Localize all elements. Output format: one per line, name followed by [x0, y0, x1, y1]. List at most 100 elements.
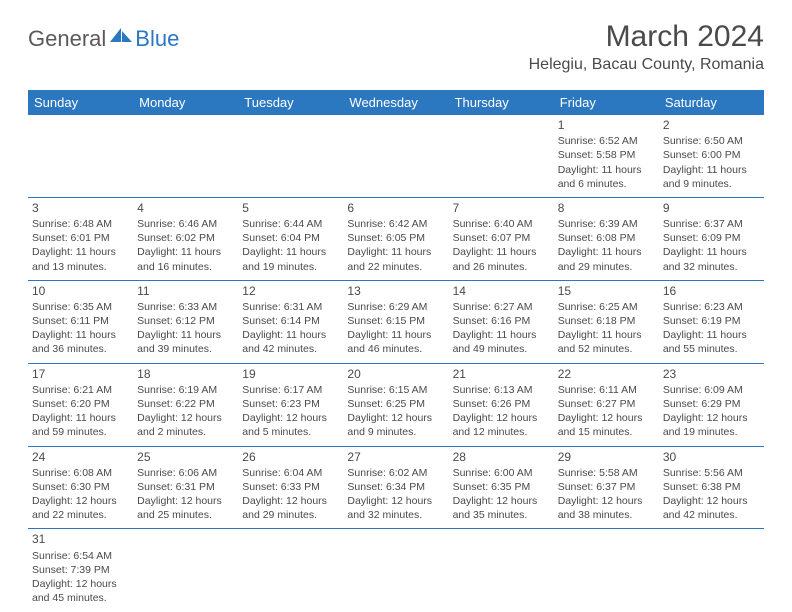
sunset-text: Sunset: 7:39 PM — [32, 563, 129, 577]
day-number: 8 — [558, 200, 655, 216]
sunset-text: Sunset: 6:11 PM — [32, 314, 129, 328]
calendar-day-cell: 17Sunrise: 6:21 AMSunset: 6:20 PMDayligh… — [28, 363, 133, 446]
sunset-text: Sunset: 6:33 PM — [242, 480, 339, 494]
sunset-text: Sunset: 6:35 PM — [453, 480, 550, 494]
day-number: 20 — [347, 366, 444, 382]
day-data: Sunrise: 5:58 AMSunset: 6:37 PMDaylight:… — [558, 466, 655, 523]
weekday-header: Friday — [554, 90, 659, 115]
calendar-day-cell: 9Sunrise: 6:37 AMSunset: 6:09 PMDaylight… — [659, 197, 764, 280]
calendar-day-cell: 25Sunrise: 6:06 AMSunset: 6:31 PMDayligh… — [133, 446, 238, 529]
sunrise-text: Sunrise: 5:58 AM — [558, 466, 655, 480]
day-number: 12 — [242, 283, 339, 299]
sunset-text: Sunset: 6:19 PM — [663, 314, 760, 328]
day-number: 10 — [32, 283, 129, 299]
day-data: Sunrise: 6:33 AMSunset: 6:12 PMDaylight:… — [137, 300, 234, 357]
daylight-text: Daylight: 12 hours and 5 minutes. — [242, 411, 339, 439]
day-number: 30 — [663, 449, 760, 465]
calendar-table: SundayMondayTuesdayWednesdayThursdayFrid… — [28, 90, 764, 611]
day-number: 26 — [242, 449, 339, 465]
day-number: 5 — [242, 200, 339, 216]
sunrise-text: Sunrise: 6:37 AM — [663, 217, 760, 231]
day-number: 6 — [347, 200, 444, 216]
sunset-text: Sunset: 6:38 PM — [663, 480, 760, 494]
calendar-day-cell: 5Sunrise: 6:44 AMSunset: 6:04 PMDaylight… — [238, 197, 343, 280]
day-number: 1 — [558, 117, 655, 133]
calendar-day-cell: 10Sunrise: 6:35 AMSunset: 6:11 PMDayligh… — [28, 280, 133, 363]
day-number: 15 — [558, 283, 655, 299]
day-data: Sunrise: 6:17 AMSunset: 6:23 PMDaylight:… — [242, 383, 339, 440]
title-block: March 2024 Helegiu, Bacau County, Romani… — [529, 20, 764, 82]
day-data: Sunrise: 6:11 AMSunset: 6:27 PMDaylight:… — [558, 383, 655, 440]
daylight-text: Daylight: 11 hours and 49 minutes. — [453, 328, 550, 356]
weekday-header: Sunday — [28, 90, 133, 115]
calendar-day-cell: 29Sunrise: 5:58 AMSunset: 6:37 PMDayligh… — [554, 446, 659, 529]
sunset-text: Sunset: 6:12 PM — [137, 314, 234, 328]
calendar-week-row: 1Sunrise: 6:52 AMSunset: 5:58 PMDaylight… — [28, 115, 764, 197]
weekday-header-row: SundayMondayTuesdayWednesdayThursdayFrid… — [28, 90, 764, 115]
sunrise-text: Sunrise: 6:21 AM — [32, 383, 129, 397]
sunrise-text: Sunrise: 6:09 AM — [663, 383, 760, 397]
sunrise-text: Sunrise: 6:00 AM — [453, 466, 550, 480]
day-data: Sunrise: 6:04 AMSunset: 6:33 PMDaylight:… — [242, 466, 339, 523]
sunrise-text: Sunrise: 6:17 AM — [242, 383, 339, 397]
day-number: 9 — [663, 200, 760, 216]
sunset-text: Sunset: 6:16 PM — [453, 314, 550, 328]
daylight-text: Daylight: 12 hours and 38 minutes. — [558, 494, 655, 522]
sunset-text: Sunset: 6:25 PM — [347, 397, 444, 411]
daylight-text: Daylight: 11 hours and 19 minutes. — [242, 245, 339, 273]
calendar-day-cell: 13Sunrise: 6:29 AMSunset: 6:15 PMDayligh… — [343, 280, 448, 363]
sunrise-text: Sunrise: 6:19 AM — [137, 383, 234, 397]
sunrise-text: Sunrise: 6:08 AM — [32, 466, 129, 480]
sunset-text: Sunset: 6:07 PM — [453, 231, 550, 245]
day-data: Sunrise: 6:27 AMSunset: 6:16 PMDaylight:… — [453, 300, 550, 357]
sunrise-text: Sunrise: 6:40 AM — [453, 217, 550, 231]
sunset-text: Sunset: 6:08 PM — [558, 231, 655, 245]
sunset-text: Sunset: 6:22 PM — [137, 397, 234, 411]
daylight-text: Daylight: 12 hours and 32 minutes. — [347, 494, 444, 522]
daylight-text: Daylight: 12 hours and 12 minutes. — [453, 411, 550, 439]
calendar-day-cell: 22Sunrise: 6:11 AMSunset: 6:27 PMDayligh… — [554, 363, 659, 446]
day-number: 23 — [663, 366, 760, 382]
calendar-day-cell: 6Sunrise: 6:42 AMSunset: 6:05 PMDaylight… — [343, 197, 448, 280]
logo-text-2: Blue — [135, 26, 179, 52]
calendar-day-cell — [449, 529, 554, 611]
sunrise-text: Sunrise: 6:02 AM — [347, 466, 444, 480]
daylight-text: Daylight: 11 hours and 13 minutes. — [32, 245, 129, 273]
day-number: 4 — [137, 200, 234, 216]
day-data: Sunrise: 6:08 AMSunset: 6:30 PMDaylight:… — [32, 466, 129, 523]
sunrise-text: Sunrise: 6:23 AM — [663, 300, 760, 314]
sunrise-text: Sunrise: 6:44 AM — [242, 217, 339, 231]
daylight-text: Daylight: 12 hours and 42 minutes. — [663, 494, 760, 522]
sunset-text: Sunset: 6:20 PM — [32, 397, 129, 411]
day-number: 19 — [242, 366, 339, 382]
calendar-day-cell — [28, 115, 133, 197]
calendar-day-cell: 3Sunrise: 6:48 AMSunset: 6:01 PMDaylight… — [28, 197, 133, 280]
sunrise-text: Sunrise: 6:33 AM — [137, 300, 234, 314]
day-data: Sunrise: 6:00 AMSunset: 6:35 PMDaylight:… — [453, 466, 550, 523]
day-data: Sunrise: 6:46 AMSunset: 6:02 PMDaylight:… — [137, 217, 234, 274]
sunrise-text: Sunrise: 6:13 AM — [453, 383, 550, 397]
day-data: Sunrise: 6:35 AMSunset: 6:11 PMDaylight:… — [32, 300, 129, 357]
sunrise-text: Sunrise: 6:46 AM — [137, 217, 234, 231]
calendar-day-cell: 12Sunrise: 6:31 AMSunset: 6:14 PMDayligh… — [238, 280, 343, 363]
daylight-text: Daylight: 11 hours and 55 minutes. — [663, 328, 760, 356]
weekday-header: Wednesday — [343, 90, 448, 115]
daylight-text: Daylight: 12 hours and 2 minutes. — [137, 411, 234, 439]
sunrise-text: Sunrise: 5:56 AM — [663, 466, 760, 480]
header: GeneralBlue March 2024 Helegiu, Bacau Co… — [28, 20, 764, 82]
calendar-day-cell — [343, 529, 448, 611]
calendar-day-cell: 23Sunrise: 6:09 AMSunset: 6:29 PMDayligh… — [659, 363, 764, 446]
calendar-day-cell: 7Sunrise: 6:40 AMSunset: 6:07 PMDaylight… — [449, 197, 554, 280]
month-title: March 2024 — [529, 20, 764, 54]
sunset-text: Sunset: 6:15 PM — [347, 314, 444, 328]
daylight-text: Daylight: 11 hours and 39 minutes. — [137, 328, 234, 356]
weekday-header: Tuesday — [238, 90, 343, 115]
day-number: 28 — [453, 449, 550, 465]
sunrise-text: Sunrise: 6:11 AM — [558, 383, 655, 397]
daylight-text: Daylight: 12 hours and 19 minutes. — [663, 411, 760, 439]
day-number: 21 — [453, 366, 550, 382]
sunset-text: Sunset: 6:04 PM — [242, 231, 339, 245]
sunset-text: Sunset: 6:26 PM — [453, 397, 550, 411]
calendar-day-cell: 31Sunrise: 6:54 AMSunset: 7:39 PMDayligh… — [28, 529, 133, 611]
day-number: 24 — [32, 449, 129, 465]
